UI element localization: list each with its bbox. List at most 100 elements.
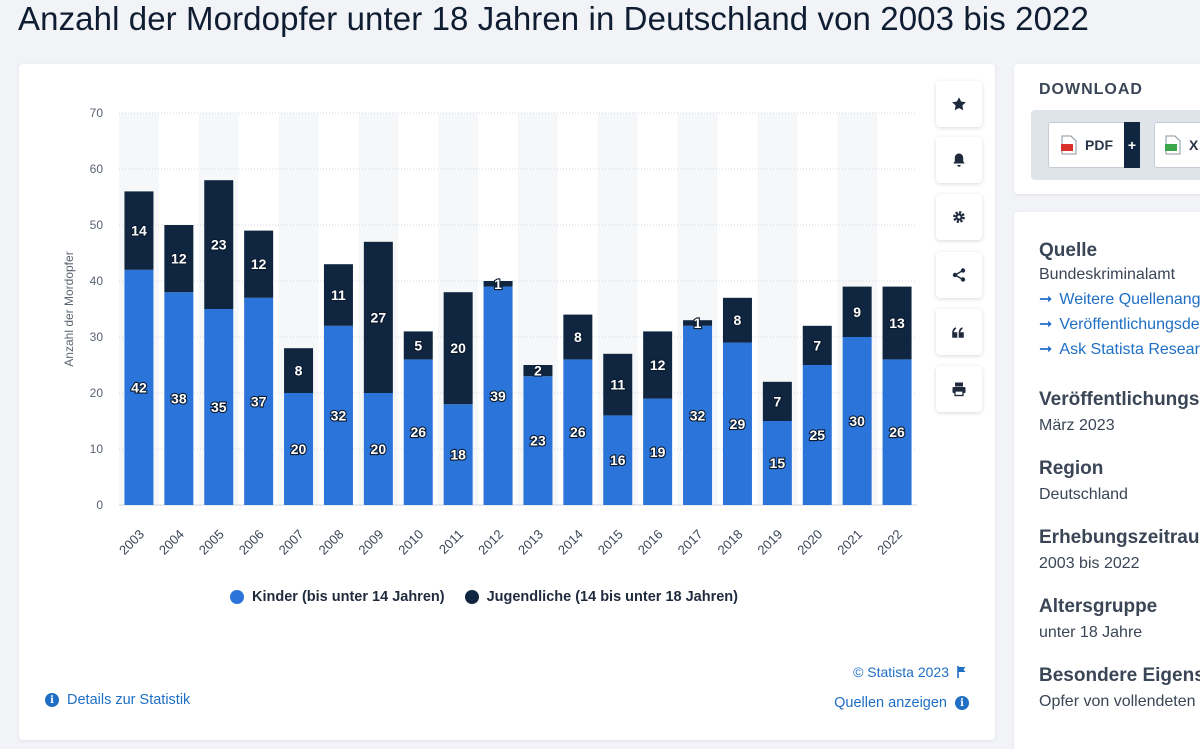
pdf-download-button[interactable]: PDF + [1048,122,1140,168]
y-tick-label: 70 [90,106,104,120]
period-section: Erhebungszeitraum 2003 bis 2022 [1039,527,1200,573]
details-link[interactable]: i Details zur Statistik [45,692,190,708]
bar-kinder [643,398,673,505]
data-label-kinder: 19 [650,444,666,460]
flag-icon [957,666,966,678]
data-label-kinder: 32 [690,407,706,423]
source-label: Quelle [1039,240,1098,261]
x-tick-label: 2022 [874,527,905,558]
bar-kinder [762,421,792,505]
xls-download-button[interactable]: X [1154,122,1200,168]
settings-button[interactable] [936,194,982,240]
data-label-kinder: 38 [171,391,187,407]
special-label: Besondere Eigenschaften [1039,665,1200,686]
legend-dot-jugendliche [464,590,479,604]
age-section: Altersgruppe unter 18 Jahre [1039,596,1157,642]
x-tick-label: 2021 [834,527,865,558]
source-section: Quelle Bundeskriminalamt ➞ Weitere Quelle… [1039,240,1200,359]
x-tick-label: 2018 [715,527,746,558]
bell-icon [953,153,965,167]
data-label-jugendliche: 9 [853,304,861,320]
data-label-jugendliche: 13 [889,315,905,331]
y-tick-label: 50 [90,218,104,232]
gear-icon [953,211,965,223]
share-button[interactable] [936,252,982,298]
legend-item-jugendliche[interactable]: Jugendliche (14 bis unter 18 Jahren) [464,589,738,605]
bar-kinder [683,325,713,505]
bar-jugendliche [722,297,752,343]
data-label-jugendliche: 11 [610,377,625,393]
special-value: Opfer von vollendeten Delikten [1039,693,1200,710]
bar-kinder [284,393,314,505]
data-label-kinder: 25 [809,427,825,443]
x-tick-label: 2011 [436,527,466,557]
legend-item-kinder[interactable]: Kinder (bis unter 14 Jahren) [230,589,445,605]
y-tick-label: 0 [96,498,103,512]
region-label: Region [1039,458,1104,479]
x-tick-label: 2013 [515,527,546,558]
age-value: unter 18 Jahre [1039,624,1143,641]
y-tick-label: 30 [90,330,104,344]
print-button[interactable] [936,366,982,412]
data-label-jugendliche: 20 [450,340,466,356]
more-sources-label: Weitere Quellenangaben [1059,291,1200,308]
bar-kinder [563,359,593,505]
pdf-plus: + [1124,122,1140,168]
region-section: Region Deutschland [1039,458,1128,504]
publication-details-link[interactable]: ➞ Veröffentlichungsdetails [1039,314,1200,334]
x-tick-label: 2008 [316,527,347,558]
x-tick-label: 2007 [276,527,307,558]
x-tick-label: 2012 [475,527,506,558]
info-icon: i [45,693,59,707]
bar-kinder [882,359,912,505]
bar-kinder [164,292,194,505]
period-label: Erhebungszeitraum [1039,527,1200,548]
x-tick-label: 2020 [794,527,825,558]
data-label-kinder: 20 [371,441,387,457]
notification-button[interactable] [936,137,982,183]
page-title: Anzahl der Mordopfer unter 18 Jahren in … [18,0,1089,37]
bar-jugendliche [483,281,513,287]
arrow-right-icon: ➞ [1039,291,1053,308]
y-axis-label: Anzahl der Mordopfer [62,251,76,366]
x-tick-label: 2016 [635,527,666,558]
bar-jugendliche [643,331,673,399]
source-value: Bundeskriminalamt [1039,266,1176,283]
data-label-jugendliche: 8 [295,363,303,379]
favorite-button[interactable] [936,81,982,127]
bar-kinder [244,297,274,505]
x-tick-label: 2003 [116,527,147,558]
data-label-kinder: 20 [291,441,307,457]
data-label-jugendliche: 8 [734,312,742,328]
sources-link[interactable]: Quellen anzeigen i [834,695,969,711]
download-bar: PDF + X [1031,110,1200,180]
bar-kinder [523,376,553,505]
bar-kinder [842,337,872,505]
data-label-jugendliche: 14 [131,223,147,239]
bar-jugendliche [204,180,234,309]
bar-jugendliche [244,230,274,298]
download-card: DOWNLOAD PDF + X [1014,64,1200,194]
data-label-jugendliche: 2 [534,363,542,379]
copyright[interactable]: © Statista 2023 [853,664,967,680]
arrow-right-icon: ➞ [1039,316,1053,333]
share-icon [952,268,966,282]
quote-icon [952,327,964,338]
bar-jugendliche [762,381,792,421]
bar-kinder [323,325,353,505]
bar-kinder [443,404,473,505]
more-sources-link[interactable]: ➞ Weitere Quellenangaben [1039,289,1200,309]
bar-kinder [124,269,154,505]
legend-label-jugendliche: Jugendliche (14 bis unter 18 Jahren) [486,589,738,605]
legend-dot-kinder [230,590,244,604]
bar-jugendliche [164,225,194,293]
ask-statista-link[interactable]: ➞ Ask Statista Research Service [1039,339,1200,359]
data-label-jugendliche: 8 [574,329,582,345]
data-label-jugendliche: 1 [494,276,502,292]
bar-kinder [403,359,433,505]
bar-jugendliche [284,348,314,393]
data-label-jugendliche: 5 [414,337,422,353]
cite-button[interactable] [936,309,982,355]
bar-jugendliche [523,365,553,377]
bar-jugendliche [882,286,912,360]
